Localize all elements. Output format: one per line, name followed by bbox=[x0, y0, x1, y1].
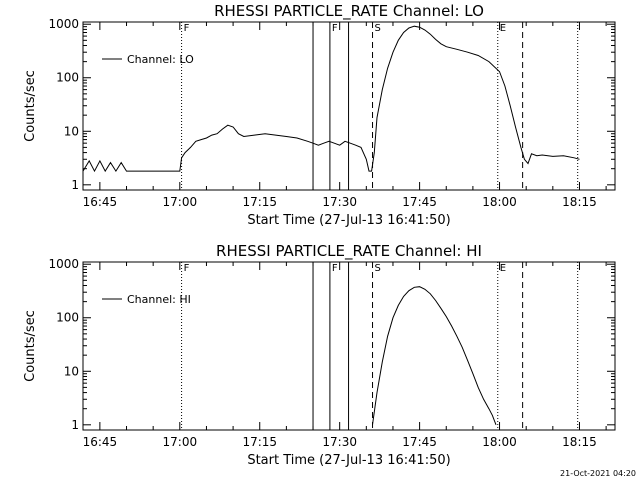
x-tick-label: 17:15 bbox=[242, 195, 277, 209]
x-axis-label: Start Time (27-Jul-13 16:41:50) bbox=[247, 453, 450, 468]
x-tick-label: 17:15 bbox=[242, 435, 277, 449]
y-tick-label: 1 bbox=[71, 178, 79, 192]
lo-channel-plot: RHESSI PARTICLE_RATE Channel: LO Start Ti… bbox=[23, 2, 616, 228]
event-marker-label: S bbox=[375, 263, 381, 274]
chart-title: RHESSI PARTICLE_RATE Channel: HI bbox=[216, 242, 482, 261]
x-tick-label: 17:45 bbox=[402, 195, 437, 209]
legend-label: Channel: LO bbox=[127, 53, 194, 66]
y-axis-label: Counts/sec bbox=[23, 70, 38, 142]
x-tick-label: 17:30 bbox=[322, 435, 357, 449]
chart-title: RHESSI PARTICLE_RATE Channel: LO bbox=[214, 2, 484, 21]
x-tick-label: 17:45 bbox=[402, 435, 437, 449]
event-marker-label: F bbox=[332, 263, 338, 274]
x-tick-label: 17:00 bbox=[163, 435, 198, 449]
generation-timestamp: 21-Oct-2021 04:20 bbox=[560, 469, 636, 478]
event-marker-label: E bbox=[500, 23, 506, 34]
x-tick-label: 17:00 bbox=[163, 195, 198, 209]
y-tick-label: 1000 bbox=[48, 257, 79, 271]
x-tick-label: 18:15 bbox=[562, 435, 597, 449]
x-tick-label: 16:45 bbox=[83, 435, 118, 449]
event-marker-label: S bbox=[375, 23, 381, 34]
event-marker-label: F bbox=[184, 23, 190, 34]
x-tick-label: 17:30 bbox=[322, 195, 357, 209]
series-line bbox=[372, 286, 497, 425]
x-tick-label: 18:15 bbox=[562, 195, 597, 209]
y-axis-label: Counts/sec bbox=[23, 310, 38, 382]
x-axis-label: Start Time (27-Jul-13 16:41:50) bbox=[247, 213, 450, 228]
event-marker-label: F bbox=[332, 23, 338, 34]
y-tick-label: 10 bbox=[64, 364, 79, 378]
event-marker-label: F bbox=[184, 263, 190, 274]
legend-label: Channel: HI bbox=[127, 293, 191, 306]
x-tick-label: 18:00 bbox=[482, 435, 517, 449]
y-tick-label: 100 bbox=[56, 71, 79, 85]
y-tick-label: 1000 bbox=[48, 17, 79, 31]
x-tick-label: 18:00 bbox=[482, 195, 517, 209]
y-tick-label: 10 bbox=[64, 124, 79, 138]
y-tick-label: 100 bbox=[56, 311, 79, 325]
event-marker-label: E bbox=[500, 263, 506, 274]
x-tick-label: 16:45 bbox=[83, 195, 118, 209]
y-tick-label: 1 bbox=[71, 418, 79, 432]
series-line bbox=[82, 25, 580, 173]
hi-channel-plot: RHESSI PARTICLE_RATE Channel: HI Start Ti… bbox=[23, 242, 616, 468]
